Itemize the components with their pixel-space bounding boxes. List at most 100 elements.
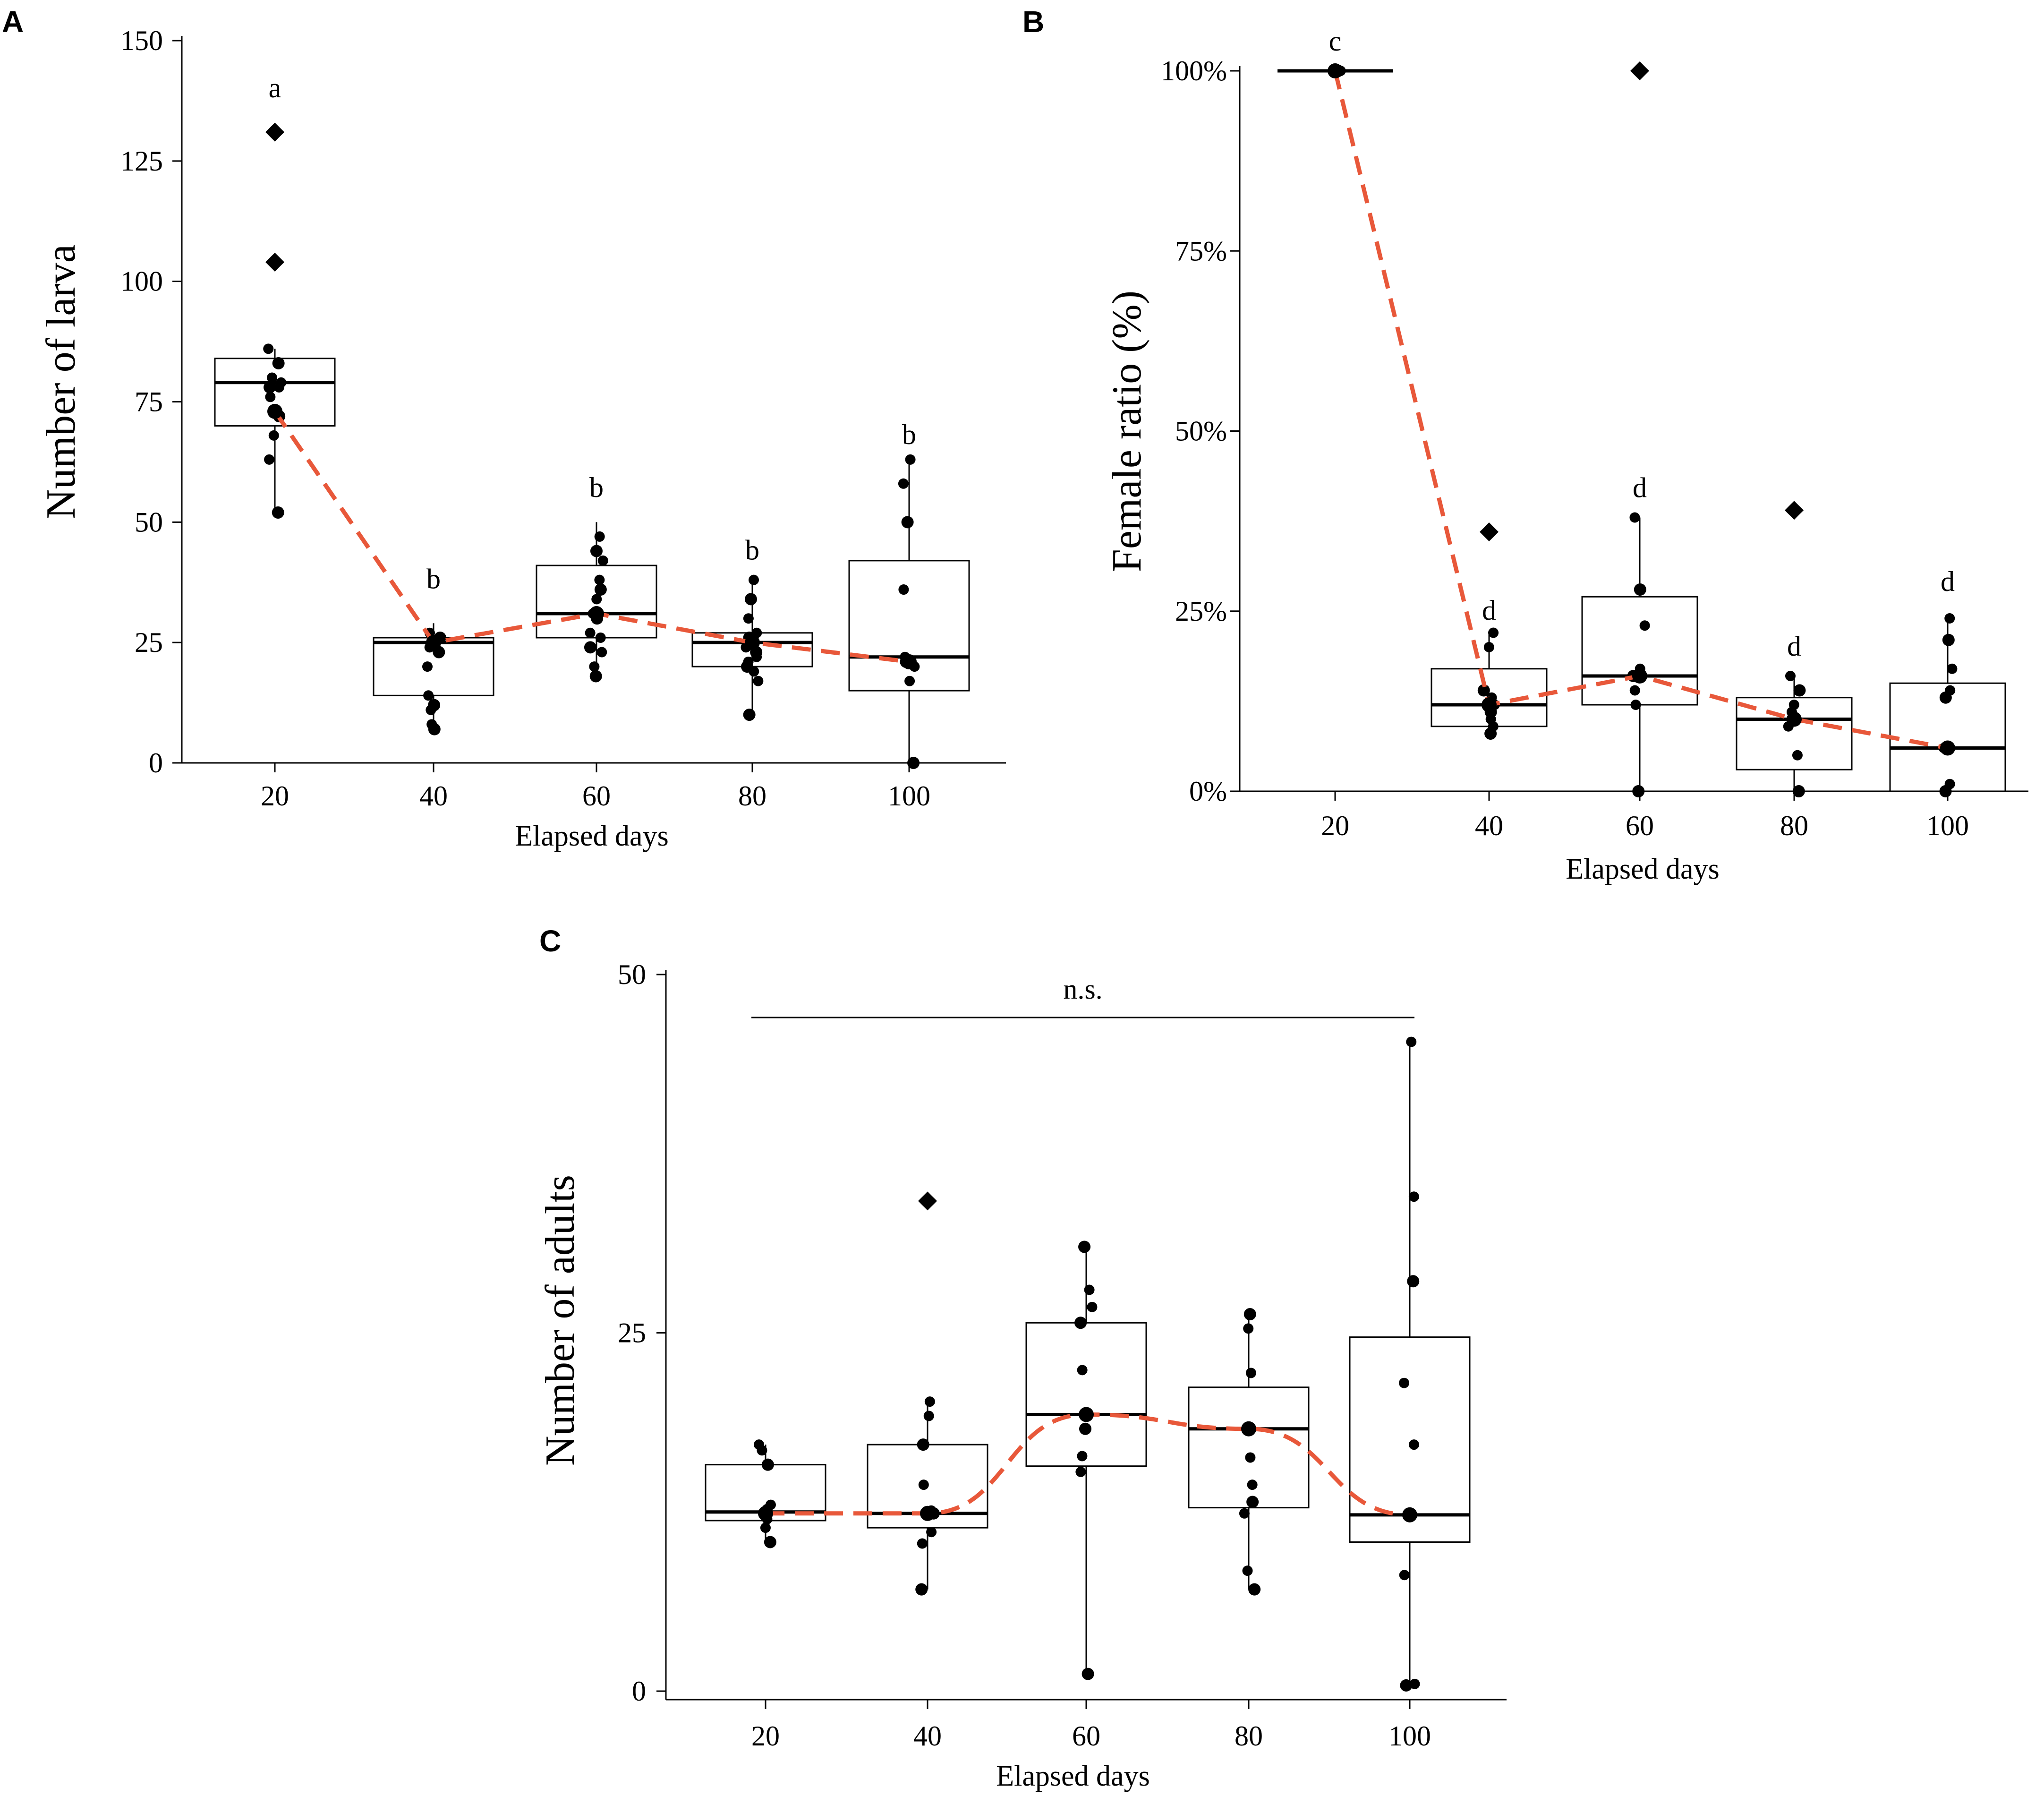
panel-c-data-point [1239,1508,1250,1519]
panel-c-x-tick-label: 100 [1388,1720,1431,1752]
panel-a-significance-letter: b [902,419,916,450]
panel-a-data-point [590,545,603,557]
panel-c-label: C [539,924,561,958]
panel-a-box [848,560,970,692]
panel-a-y-tick-label: 50 [135,506,163,538]
panel-a-data-point [268,430,279,441]
panel-a-data-point [264,381,276,393]
panel-b-label: B [1022,5,1044,39]
panel-b-data-point [1629,685,1640,696]
panel-a-mean-point [426,635,441,650]
panel-a-y-tick-label: 125 [120,145,163,177]
panel-b-data-point [1634,583,1646,596]
panel-b-x-tick-label: 100 [1926,810,1969,841]
panel-c-data-point [1399,1377,1410,1388]
panel-c-data-point [1078,1240,1091,1253]
panel-a-data-point [591,594,602,605]
panel-a-data-point [428,699,441,711]
panel-c-mean-point [920,1505,935,1521]
panel-b-data-point [1945,685,1956,696]
panel-a-y-tick-label: 100 [120,266,163,297]
panel-b-data-point [1483,642,1494,652]
panel-b-outlier-point [1630,61,1649,80]
panel-c-data-point [1399,1570,1410,1581]
panel-a-data-point [743,613,754,624]
panel-c-data-point [764,1536,776,1548]
panel-c-outlier-point [918,1191,937,1211]
panel-c-data-point [760,1522,771,1533]
panel-c-data-point [1409,1678,1420,1689]
panel-c-data-point [1084,1284,1095,1295]
panel-b-chart: B Elapsed days Female ratio (%) 0% 25% 50%… [1022,5,2028,885]
panel-b-mean-point [1787,711,1802,727]
panel-c-mean-point [1241,1421,1256,1437]
panel-c-y-tick-label: 50 [618,959,646,990]
panel-a-x-tick-label: 60 [582,780,611,812]
panel-c-data-point [1087,1301,1098,1312]
panel-a-mean-point [745,635,760,650]
panel-b-data-point [1792,750,1803,761]
panel-a-data-point [753,676,764,686]
panel-a-data-point [748,574,759,585]
panel-b-outlier-point [1480,522,1499,541]
panel-c-mean-point [1402,1507,1417,1522]
panel-c-data-point [754,1439,765,1450]
panel-a-data-point [898,584,909,595]
panel-b-outlier-point [1785,501,1804,520]
panel-a-data-point [898,478,909,489]
panel-c-data-point [917,1538,928,1549]
panel-c-data-point [926,1527,937,1538]
panel-b-x-tick-label: 40 [1475,810,1503,841]
panel-c-data-point [1245,1452,1256,1463]
panel-c-x-tick-label: 60 [1072,1720,1100,1752]
panel-a-data-point [595,632,606,643]
panel-a-data-point [272,506,284,519]
panel-c-data-point [1075,1466,1086,1477]
panel-a-data-point [272,357,285,369]
panel-c-data-point [1243,1308,1256,1321]
panel-b-y-tick-label: 50% [1175,416,1227,447]
panel-a-data-point [594,574,605,585]
panel-b-data-point [1944,778,1955,789]
panel-c-chart: C Elapsed days Number of adults 0 25 50 20 4… [537,924,1507,1792]
panel-a-data-point [901,516,914,529]
panel-a-x-tick-label: 80 [738,780,766,812]
panel-c-data-point [1247,1480,1258,1490]
panel-a-significance-letter: b [426,564,441,595]
panel-c-ns-annotation: n.s. [1063,974,1102,1005]
panel-c-data-point [1408,1191,1419,1202]
panel-a-outlier-point [265,252,284,272]
panel-c-mean-point [1079,1407,1094,1422]
panel-c-data-point [1407,1275,1420,1288]
panel-c-data-point [1408,1439,1419,1450]
panel-c-x-tick-label: 20 [751,1720,780,1752]
panel-b-data-point [1793,684,1806,697]
panel-a-data-point [276,377,287,388]
panel-c-x-tick-label: 40 [913,1720,942,1752]
panel-a-mean-point [589,606,604,622]
panel-a-mean-point [267,403,282,419]
panel-b-data-point [1630,700,1641,710]
panel-c-data-point [1245,1368,1256,1378]
panel-c-data-point [1077,1451,1088,1462]
panel-c-data-point [1248,1583,1261,1596]
panel-b-data-point [1632,785,1645,797]
panel-a-y-axis-title: Number of larva [38,244,84,519]
panel-c-data-point [917,1438,929,1451]
panel-c-data-point [1079,1422,1092,1435]
panel-c-y-tick-label: 0 [632,1676,646,1707]
panel-b-mean-point [1328,63,1343,78]
panel-c-data-point [1400,1679,1413,1692]
panel-c-y-tick-label: 25 [618,1317,646,1349]
panel-a-data-point [907,757,920,769]
panel-a-data-point [596,647,607,658]
panel-a-significance-letter: b [745,534,759,565]
panel-b-x-axis-title: Elapsed days [1566,853,1719,885]
panel-b-y-tick-label: 0% [1189,776,1227,807]
panel-a-x-tick-label: 20 [261,780,289,812]
panel-a-data-point [423,690,434,701]
panel-b-significance-letter: c [1329,26,1342,57]
panel-a-data-point [264,454,275,465]
panel-a-outlier-point [265,122,284,142]
